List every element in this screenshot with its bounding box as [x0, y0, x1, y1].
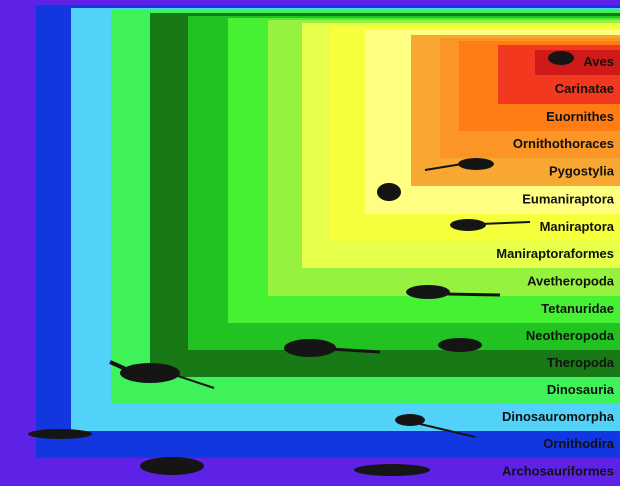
- raptor-silhouette: [450, 219, 486, 231]
- tail: [419, 423, 476, 438]
- archosaur-silhouette: [354, 464, 430, 476]
- silhouettes: [28, 51, 574, 476]
- theropod-silhouette: [406, 285, 450, 299]
- tail: [479, 221, 531, 225]
- neck: [109, 360, 129, 372]
- clade-label: Maniraptora: [540, 219, 615, 234]
- tail: [444, 292, 501, 297]
- clade-label: Euornithes: [546, 109, 614, 124]
- clade-labels: Archosauriformes Ornithodira Dinosauromorp…: [496, 54, 615, 479]
- clade-label: Carinatae: [555, 81, 614, 96]
- clade-label: Dinosauromorpha: [502, 409, 615, 424]
- theropod-silhouette: [284, 339, 336, 357]
- bird-silhouette: [548, 51, 574, 65]
- clade-label: Tetanuridae: [541, 301, 614, 316]
- tail: [177, 375, 215, 389]
- tail: [424, 163, 463, 171]
- clade-label: Theropoda: [547, 355, 615, 370]
- clade-label: Maniraptoraformes: [496, 246, 614, 261]
- clade-box: [535, 50, 620, 75]
- clade-label: Ornithodira: [543, 436, 615, 451]
- dinosauromorph-silhouette: [395, 414, 425, 426]
- archosaur-silhouette: [140, 457, 204, 475]
- clade-label: Eumaniraptora: [522, 191, 615, 206]
- sauropod-silhouette: [120, 363, 180, 383]
- theropod-silhouette: [438, 338, 482, 352]
- bird-silhouette: [458, 158, 494, 170]
- clade-label: Pygostylia: [549, 163, 615, 178]
- clade-label: Avetheropoda: [527, 273, 615, 288]
- clade-label: Aves: [583, 54, 614, 69]
- clade-label: Ornithothoraces: [513, 136, 614, 151]
- clade-label: Dinosauria: [547, 382, 615, 397]
- clade-label: Neotheropoda: [526, 328, 615, 343]
- tail: [329, 347, 381, 354]
- pterosaur-silhouette: [28, 429, 92, 439]
- clade-label: Archosauriformes: [502, 463, 614, 478]
- raptor-silhouette: [377, 183, 401, 201]
